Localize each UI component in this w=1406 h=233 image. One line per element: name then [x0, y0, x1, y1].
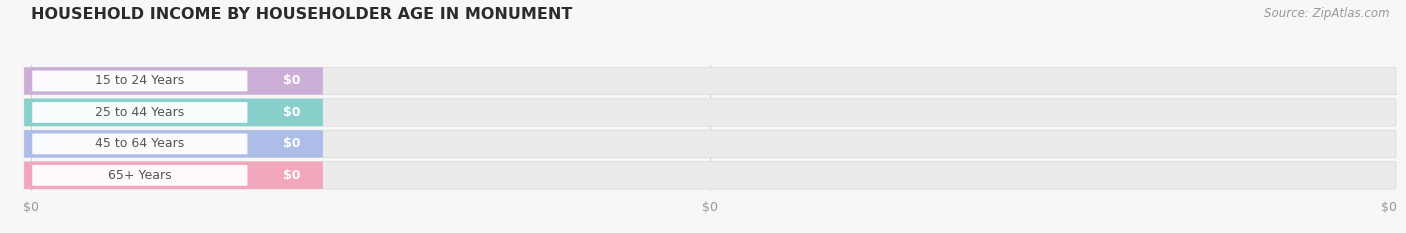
FancyBboxPatch shape	[24, 130, 323, 158]
FancyBboxPatch shape	[24, 67, 1396, 95]
FancyBboxPatch shape	[24, 162, 1396, 189]
FancyBboxPatch shape	[24, 67, 323, 95]
Text: $0: $0	[283, 106, 301, 119]
Text: $0: $0	[283, 137, 301, 150]
Text: $0: $0	[283, 75, 301, 87]
FancyBboxPatch shape	[32, 134, 247, 154]
Text: HOUSEHOLD INCOME BY HOUSEHOLDER AGE IN MONUMENT: HOUSEHOLD INCOME BY HOUSEHOLDER AGE IN M…	[31, 7, 572, 22]
FancyBboxPatch shape	[24, 130, 1396, 158]
FancyBboxPatch shape	[32, 102, 247, 123]
Text: 15 to 24 Years: 15 to 24 Years	[96, 75, 184, 87]
FancyBboxPatch shape	[24, 99, 1396, 126]
Text: 25 to 44 Years: 25 to 44 Years	[96, 106, 184, 119]
Text: 65+ Years: 65+ Years	[108, 169, 172, 182]
Text: $0: $0	[283, 169, 301, 182]
FancyBboxPatch shape	[24, 162, 323, 189]
Text: 45 to 64 Years: 45 to 64 Years	[96, 137, 184, 150]
Text: Source: ZipAtlas.com: Source: ZipAtlas.com	[1264, 7, 1389, 20]
FancyBboxPatch shape	[24, 99, 323, 126]
FancyBboxPatch shape	[32, 165, 247, 186]
FancyBboxPatch shape	[32, 71, 247, 91]
